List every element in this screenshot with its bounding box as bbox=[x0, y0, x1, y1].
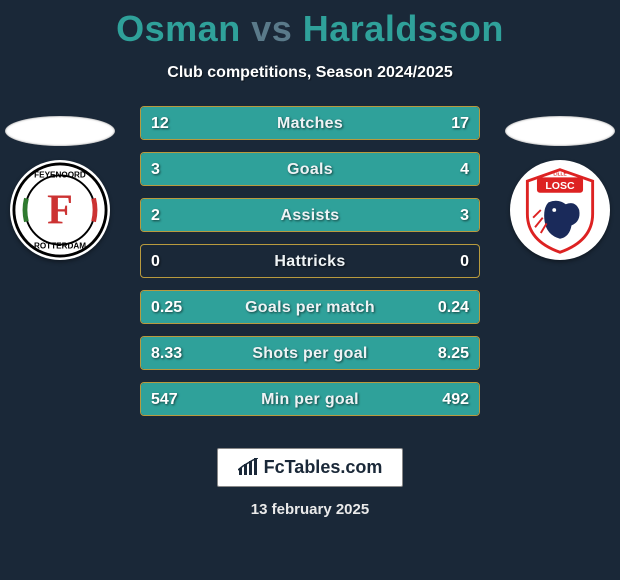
svg-text:LOSC: LOSC bbox=[545, 180, 575, 192]
page-title: Osman vs Haraldsson bbox=[0, 0, 620, 50]
stat-row: 547492Min per goal bbox=[140, 382, 480, 416]
footer: FcTables.com 13 february 2025 bbox=[0, 448, 620, 518]
stat-label: Assists bbox=[141, 199, 479, 232]
stat-label: Goals bbox=[141, 153, 479, 186]
title-player2: Haraldsson bbox=[303, 8, 504, 49]
stat-label: Hattricks bbox=[141, 245, 479, 278]
losc-crest-icon: LOSC LILLE bbox=[512, 162, 608, 258]
stat-label: Goals per match bbox=[141, 291, 479, 324]
brand-box: FcTables.com bbox=[217, 448, 404, 487]
left-club-column: FEYENOORD ROTTERDAM F bbox=[0, 106, 120, 260]
feyenoord-crest-icon: FEYENOORD ROTTERDAM F bbox=[12, 162, 108, 258]
left-club-crest: FEYENOORD ROTTERDAM F bbox=[10, 160, 110, 260]
stat-row: 0.250.24Goals per match bbox=[140, 290, 480, 324]
stat-row: 00Hattricks bbox=[140, 244, 480, 278]
right-ellipse bbox=[505, 116, 615, 146]
footer-date: 13 february 2025 bbox=[0, 501, 620, 518]
brand-text: FcTables.com bbox=[264, 457, 383, 477]
title-vs: vs bbox=[251, 8, 292, 49]
stat-label: Min per goal bbox=[141, 383, 479, 416]
left-ellipse bbox=[5, 116, 115, 146]
svg-text:LILLE: LILLE bbox=[553, 171, 566, 177]
svg-text:FEYENOORD: FEYENOORD bbox=[34, 170, 86, 179]
stat-row: 1217Matches bbox=[140, 106, 480, 140]
stat-row: 8.338.25Shots per goal bbox=[140, 336, 480, 370]
right-club-crest: LOSC LILLE bbox=[510, 160, 610, 260]
right-club-column: LOSC LILLE bbox=[500, 106, 620, 260]
comparison-stage: FEYENOORD ROTTERDAM F LOSC LILLE 1217Mat… bbox=[0, 106, 620, 436]
stat-row: 34Goals bbox=[140, 152, 480, 186]
stat-rows: 1217Matches 34Goals 23Assists 00Hattricks 0.… bbox=[140, 106, 480, 428]
stat-row: 23Assists bbox=[140, 198, 480, 232]
subtitle: Club competitions, Season 2024/2025 bbox=[0, 64, 620, 82]
title-player1: Osman bbox=[116, 8, 241, 49]
stat-label: Shots per goal bbox=[141, 337, 479, 370]
stat-label: Matches bbox=[141, 107, 479, 140]
chart-icon bbox=[238, 458, 258, 476]
svg-text:F: F bbox=[47, 186, 73, 233]
svg-text:ROTTERDAM: ROTTERDAM bbox=[34, 241, 86, 250]
